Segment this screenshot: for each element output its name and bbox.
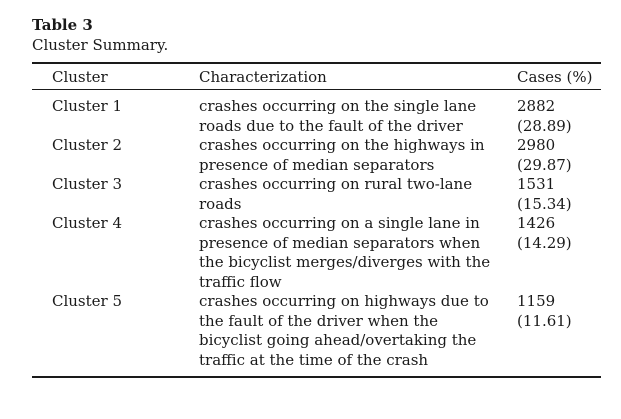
cases-cell: 2882 (28.89) (517, 97, 572, 135)
table-caption: Cluster Summary. (32, 36, 169, 54)
cluster-cell: Cluster 3 (52, 175, 123, 193)
cluster-cell: Cluster 4 (52, 214, 123, 232)
characterization-cell: crashes occurring on the single lane roa… (199, 97, 477, 135)
cases-cell: 1159 (11.61) (517, 292, 572, 330)
cluster-cell: Cluster 1 (52, 97, 123, 115)
cases-cell: 1531 (15.34) (517, 175, 572, 213)
table-top-rule (32, 62, 601, 64)
characterization-cell: crashes occurring on highways due to the… (199, 292, 489, 369)
characterization-cell: crashes occurring on rural two-lane road… (199, 175, 473, 213)
characterization-cell: crashes occurring on the highways in pre… (199, 136, 485, 174)
header-characterization: Characterization (199, 68, 327, 86)
table-number: Table 3 (32, 16, 93, 34)
cases-cell: 1426 (14.29) (517, 214, 572, 252)
cases-cell: 2980 (29.87) (517, 136, 572, 174)
table-header-rule (32, 89, 601, 90)
cluster-cell: Cluster 5 (52, 292, 123, 310)
cluster-cell: Cluster 2 (52, 136, 123, 154)
header-cluster: Cluster (52, 68, 108, 86)
header-cases: Cases (%) (517, 68, 593, 86)
table-bottom-rule (32, 376, 601, 378)
characterization-cell: crashes occurring on a single lane in pr… (199, 214, 491, 291)
